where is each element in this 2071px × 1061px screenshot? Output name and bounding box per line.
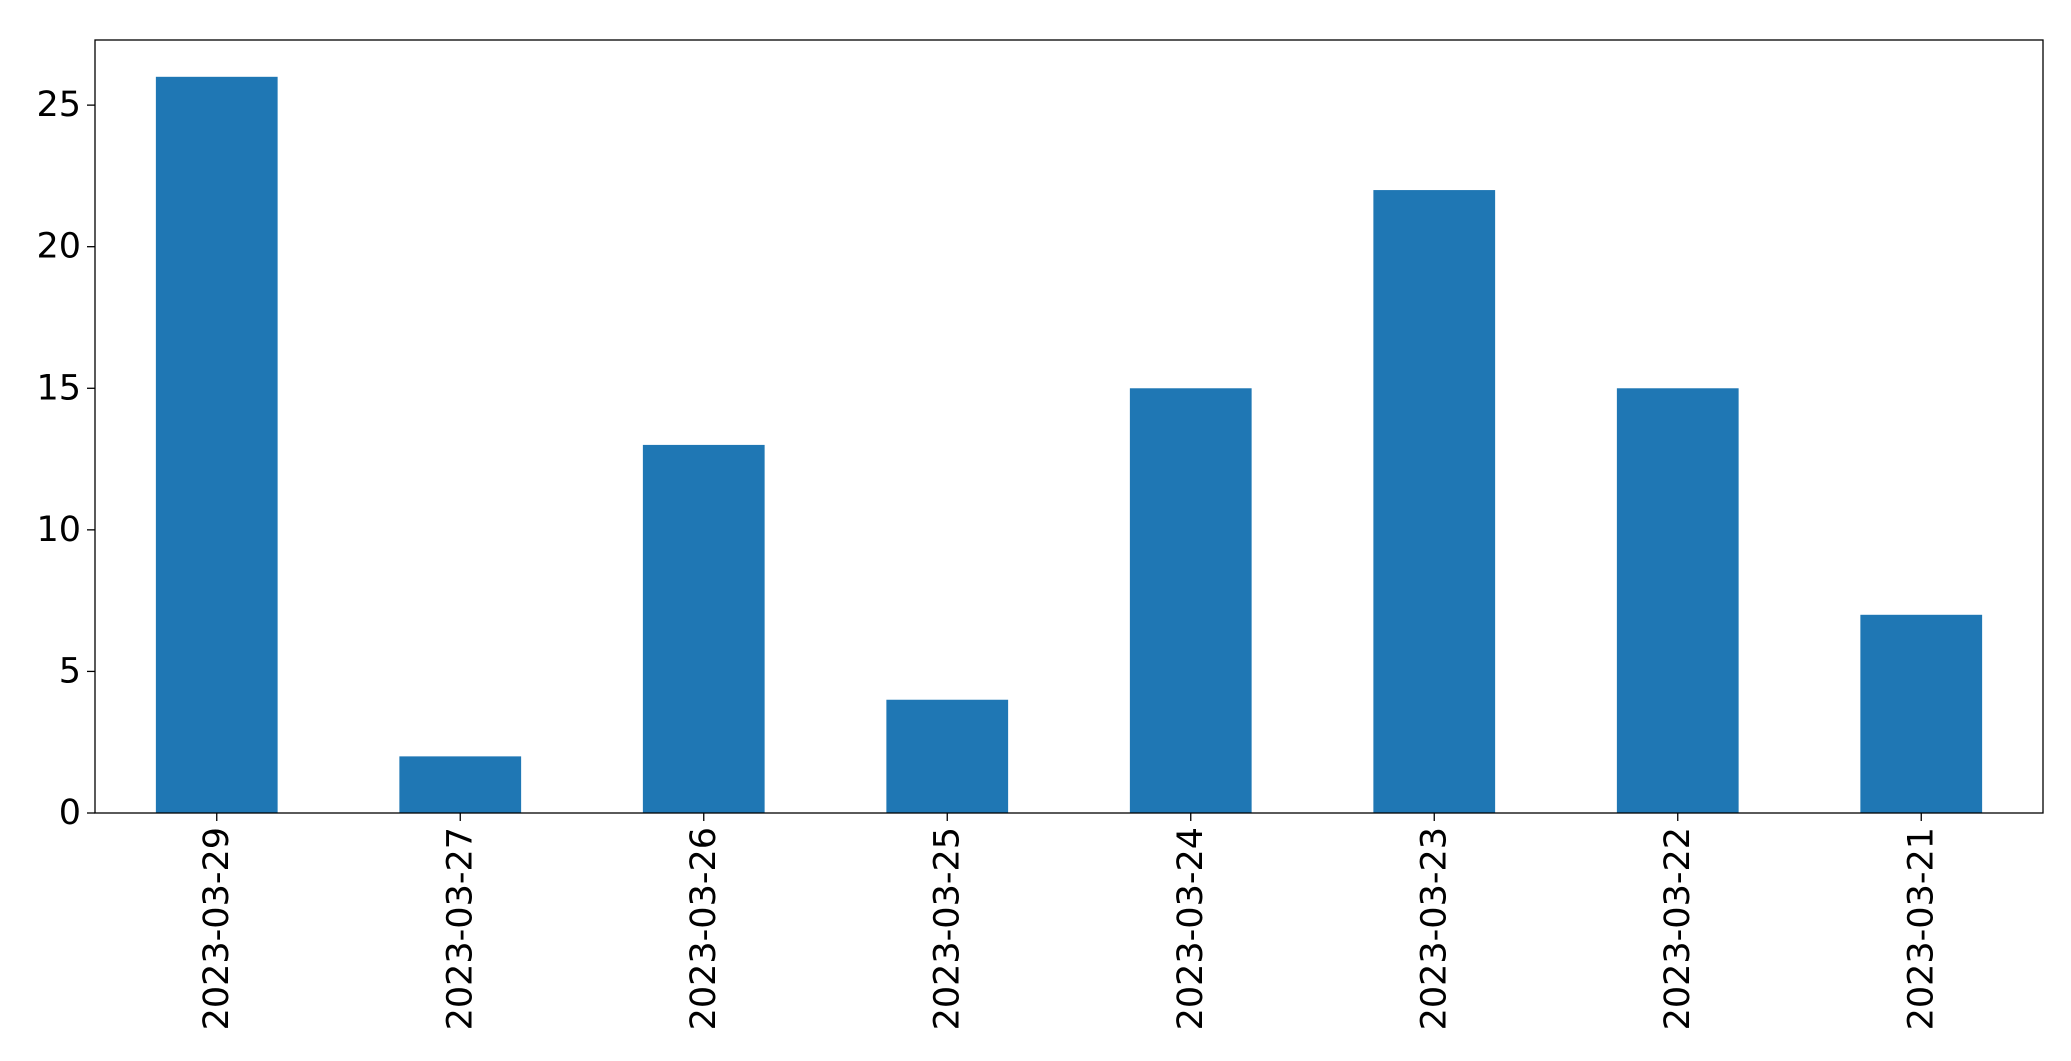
x-tick-label: 2023-03-25: [927, 827, 967, 1030]
x-tick-label: 2023-03-27: [440, 827, 480, 1030]
bars-group: [155, 76, 1983, 814]
bar-2023-03-23: [1373, 190, 1496, 814]
x-axis: 2023-03-29 2023-03-27 2023-03-26 2023-03-25…: [197, 813, 1941, 1030]
y-tick-label: 20: [36, 227, 81, 267]
y-tick-label: 0: [59, 793, 81, 833]
x-tick-label: 2023-03-26: [684, 827, 724, 1030]
plot-frame: [94, 39, 2044, 814]
x-tick-label: 2023-03-22: [1658, 827, 1698, 1030]
bar-2023-03-22: [1616, 388, 1739, 813]
x-tick-label: 2023-03-23: [1414, 827, 1454, 1030]
x-tick-label: 2023-03-24: [1171, 827, 1211, 1030]
bar-2023-03-26: [642, 444, 765, 813]
x-tick-label: 2023-03-21: [1901, 827, 1941, 1030]
y-tick-label: 15: [36, 368, 81, 408]
bar-2023-03-29: [155, 76, 278, 814]
y-tick-label: 10: [36, 510, 81, 550]
x-tick-label: 2023-03-29: [197, 827, 237, 1030]
bar-2023-03-27: [399, 756, 522, 813]
y-tick-label: 25: [36, 85, 81, 125]
y-axis: 0 5 10 15 20 25: [36, 85, 95, 833]
y-tick-label: 5: [59, 651, 81, 691]
bar-2023-03-24: [1129, 388, 1252, 813]
bar-2023-03-25: [886, 699, 1009, 813]
bar-2023-03-21: [1860, 614, 1983, 813]
